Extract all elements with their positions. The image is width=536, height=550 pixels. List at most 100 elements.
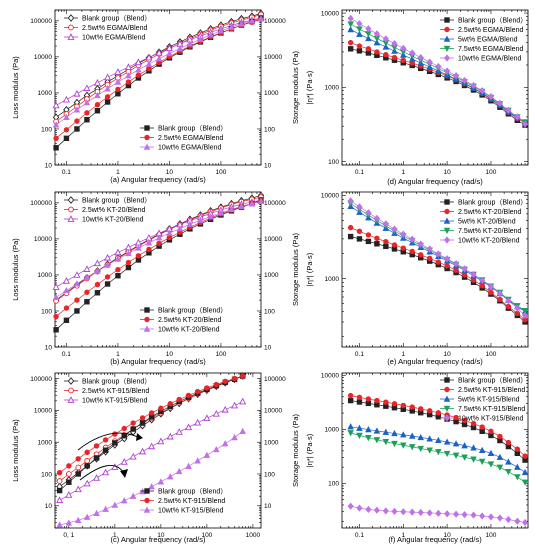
legend-label: 2.5wt% KT-20/Blend <box>158 317 222 324</box>
data-point-e-1 <box>488 289 494 296</box>
x-tick-label-a: 1 <box>116 169 120 176</box>
data-point-f-1 <box>488 428 494 434</box>
data-point-b-3 <box>104 281 111 287</box>
data-point-c-5 <box>56 521 63 528</box>
data-point-c-2 <box>148 442 156 450</box>
legend-label: 10wt% EGMA/Blend <box>158 145 222 152</box>
data-point-f-2 <box>452 440 460 447</box>
data-point-e-4 <box>435 250 442 258</box>
data-point-d-1 <box>400 57 406 64</box>
series-f-2 <box>347 423 529 476</box>
data-point-b-5 <box>217 209 225 216</box>
legend-marker <box>444 386 450 393</box>
data-point-b-5 <box>238 202 245 210</box>
legend-marker <box>144 307 150 313</box>
data-point-f-4 <box>444 510 451 518</box>
data-point-c-4 <box>102 437 109 443</box>
data-point-e-1 <box>383 238 389 245</box>
data-point-b-4 <box>115 266 121 273</box>
data-point-f-3 <box>514 474 521 481</box>
legend-b-1: Blank group（Blend） 2.5wt% KT-20/Blend 10wt… <box>64 196 151 224</box>
y-tick-label-a: 10000 <box>34 54 52 61</box>
legend-marker <box>143 325 151 332</box>
data-point-c-5 <box>231 434 238 441</box>
data-point-b-5 <box>52 293 60 300</box>
data-point-f-2 <box>443 438 451 445</box>
panel-b: 0.1 1 10 100 10 100 1000 10000 100000 10 100 1000 10… <box>11 191 300 366</box>
plot-frame-c <box>54 372 262 529</box>
x-tick-label-e: 10 <box>444 351 452 358</box>
x-tick-label-b: 1 <box>116 351 120 358</box>
data-point-a-2 <box>155 48 163 56</box>
data-point-c-3 <box>139 420 146 426</box>
legend-label: Blank group（Blend） <box>158 307 227 315</box>
data-point-c-5 <box>83 513 91 520</box>
data-point-f-4 <box>487 513 494 521</box>
data-point-a-5 <box>197 35 204 42</box>
data-point-b-3 <box>94 290 101 296</box>
legend-label: Blank group（Blend） <box>458 377 527 385</box>
legend-label: Blank group（Blend） <box>458 17 527 25</box>
data-point-c-5 <box>203 451 211 458</box>
x-tick-label-e: 100 <box>486 351 497 358</box>
data-point-b-5 <box>145 239 153 246</box>
series-line-e-0 <box>350 236 526 323</box>
data-point-a-4 <box>94 102 101 108</box>
data-point-b-3 <box>63 317 70 324</box>
data-point-f-2 <box>391 429 398 437</box>
data-point-f-2 <box>505 458 512 465</box>
legend-label: 10wt% EGMA/Blend <box>458 56 522 63</box>
data-point-a-2 <box>83 84 91 92</box>
data-point-f-3 <box>443 450 451 458</box>
data-point-a-2 <box>134 58 142 66</box>
data-point-f-2 <box>347 423 354 430</box>
legend-marker <box>144 316 150 323</box>
data-point-d-4 <box>496 99 503 107</box>
data-point-c-5 <box>93 509 100 516</box>
panel-caption-e: (e) Angular frequency (rad/s) <box>387 357 483 366</box>
data-point-f-1 <box>470 420 477 427</box>
data-point-f-3 <box>435 449 442 456</box>
data-point-f-4 <box>391 507 398 515</box>
legend-marker <box>68 206 74 213</box>
panel-caption-d: (d) Angular frequency (rad/s) <box>387 177 483 186</box>
data-point-f-4 <box>496 514 503 522</box>
data-point-b-4 <box>135 253 142 259</box>
legend-label: 10wt% KT-915/Blend <box>158 508 223 515</box>
y-tick-label-d: 1000 <box>325 85 340 92</box>
data-point-d-1 <box>356 43 363 49</box>
legend-marker <box>444 377 450 383</box>
data-point-f-4 <box>461 511 468 519</box>
legend-label: Blank group（Blend） <box>82 378 151 386</box>
data-point-f-4 <box>365 505 372 514</box>
x-tick-label-f: 10 <box>444 532 452 539</box>
data-point-b-2 <box>62 277 70 284</box>
data-point-e-4 <box>444 255 451 263</box>
data-point-c-2 <box>93 474 101 481</box>
data-point-d-4 <box>365 25 372 33</box>
data-point-d-1 <box>365 46 372 52</box>
data-point-f-1 <box>400 402 406 409</box>
data-point-f-1 <box>409 404 415 410</box>
data-point-a-3 <box>84 117 90 123</box>
data-point-e-1 <box>453 267 459 273</box>
legend-marker <box>144 488 150 494</box>
legend-e-1: Blank group（Blend） 2.5wt% KT-20/Blend 5wt%… <box>440 199 527 245</box>
data-point-f-3 <box>496 464 504 471</box>
data-point-f-3 <box>470 456 477 463</box>
data-point-a-4 <box>146 66 152 72</box>
y-tick-label-d: 10000 <box>321 10 339 17</box>
data-point-a-2 <box>62 95 70 103</box>
legend-marker <box>444 208 450 215</box>
y-tick-label-c: 1000 <box>38 439 53 446</box>
y2-tick-label-c: 10 <box>264 503 272 510</box>
data-point-f-4 <box>514 517 521 525</box>
data-point-b-2 <box>104 253 112 261</box>
data-point-e-4 <box>391 225 398 233</box>
y-tick-label-c: 10 <box>45 503 53 510</box>
legend-marker <box>444 199 450 205</box>
legend-marker <box>68 24 74 31</box>
data-point-c-5 <box>175 467 183 475</box>
legend-marker <box>67 14 75 22</box>
data-point-a-5 <box>248 17 256 24</box>
